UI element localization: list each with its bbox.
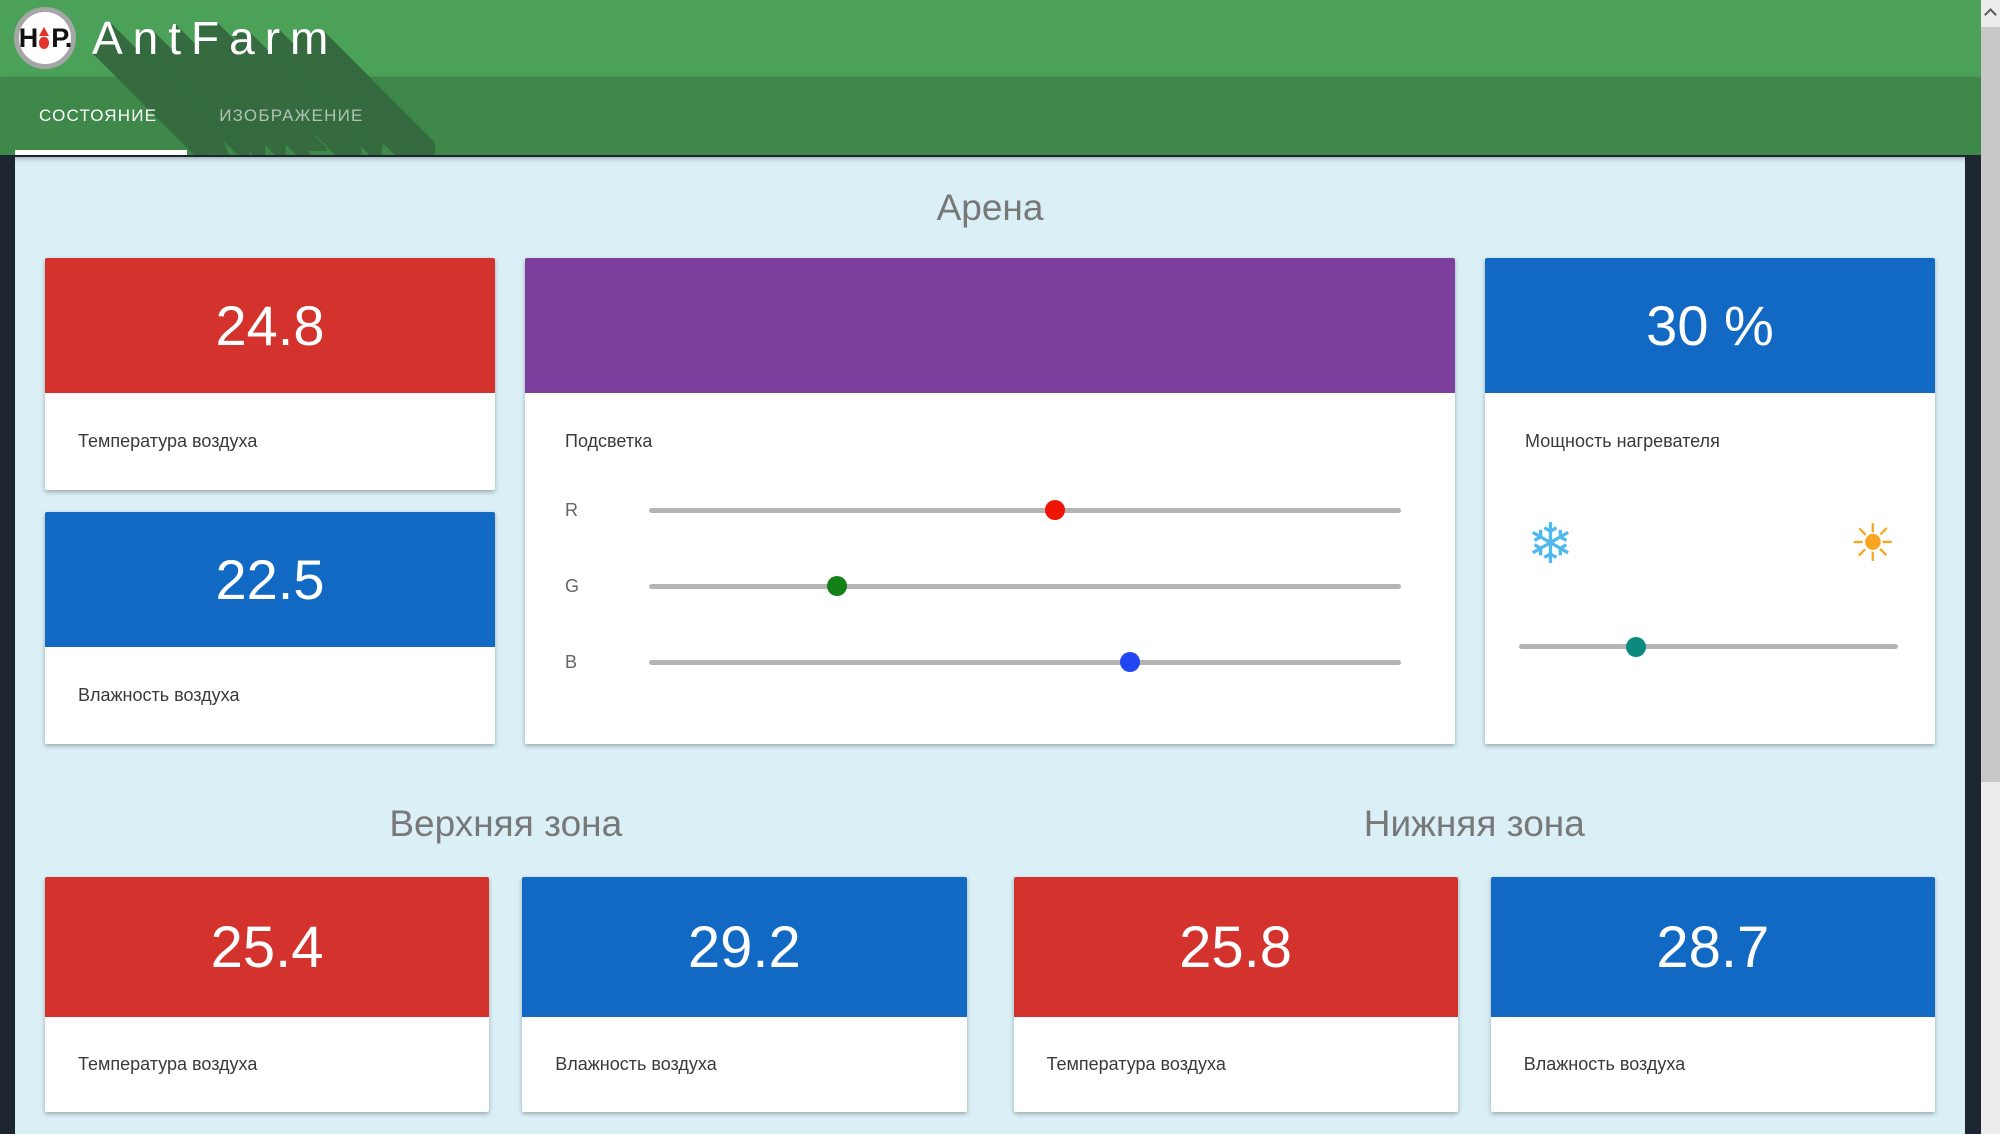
- heater-power-value: 30 %: [1485, 258, 1935, 393]
- upper-zone-temperature-value: 25.4: [45, 877, 490, 1017]
- scrollbar[interactable]: [1981, 0, 2000, 1134]
- heater-label: Мощность нагревателя: [1525, 431, 1720, 451]
- logo-monogram: H P.: [18, 22, 73, 54]
- app-logo: H P.: [14, 7, 76, 69]
- lower-zone-temperature-card: 25.8 Температура воздуха: [1013, 877, 1458, 1112]
- upper-zone-humidity-value: 29.2: [522, 877, 967, 1017]
- lower-zone-humidity-card: 28.7 Влажность воздуха: [1490, 877, 1935, 1112]
- upper-zone-title: Верхняя зона: [389, 803, 623, 844]
- lower-zone-cards: 25.8 Температура воздуха 28.7 Влажность …: [1013, 877, 1935, 1112]
- arena-air-humidity-label: Влажность воздуха: [78, 685, 240, 705]
- blue-slider-thumb[interactable]: [1120, 652, 1141, 672]
- lower-zone-temperature-label: Температура воздуха: [1046, 1054, 1226, 1074]
- backlight-color-preview: [525, 258, 1455, 393]
- arena-section-title: Арена: [936, 187, 1044, 228]
- heater-card: 30 % Мощность нагревателя ❄ ☀: [1485, 258, 1935, 744]
- slider-row-red: R: [565, 472, 1455, 548]
- blue-slider[interactable]: [649, 652, 1401, 672]
- sun-icon: ☀: [1849, 515, 1896, 573]
- app-title: AntFarm: [92, 12, 339, 64]
- upper-zone-humidity-label: Влажность воздуха: [555, 1054, 717, 1074]
- tab-image[interactable]: ИЗОБРАЖЕНИЕ: [219, 106, 364, 125]
- scrollbar-thumb[interactable]: [1981, 27, 2000, 782]
- lower-zone-title: Нижняя зона: [1363, 803, 1585, 844]
- green-slider-thumb[interactable]: [827, 576, 847, 596]
- top-chrome: H P. AntFarm СОСТОЯНИЕ ИЗОБРАЖЕНИЕ: [0, 0, 1981, 155]
- ant-icon: [39, 27, 50, 49]
- app-header: H P. AntFarm: [0, 0, 1981, 77]
- upper-zone-temperature-card: 25.4 Температура воздуха: [45, 877, 490, 1112]
- green-channel-label: G: [565, 575, 580, 596]
- arena-air-humidity-card: 22.5 Влажность воздуха: [45, 512, 495, 744]
- arena-air-temperature-label: Температура воздуха: [78, 431, 258, 451]
- tab-bar: СОСТОЯНИЕ ИЗОБРАЖЕНИЕ: [0, 77, 1981, 155]
- arena-air-temperature-card: 24.8 Температура воздуха: [45, 258, 495, 490]
- heater-power-slider[interactable]: [1519, 636, 1898, 657]
- heater-icons-row: ❄ ☀: [1525, 512, 1898, 576]
- red-slider-thumb[interactable]: [1045, 500, 1066, 520]
- logo-letter-h: H: [18, 22, 38, 53]
- chevron-up-icon: [1984, 8, 1997, 21]
- snowflake-icon: ❄: [1527, 512, 1574, 575]
- lower-zone-temperature-value: 25.8: [1013, 877, 1458, 1017]
- scrollbar-up-button[interactable]: [1981, 0, 2000, 27]
- green-slider[interactable]: [649, 576, 1401, 596]
- red-channel-label: R: [565, 499, 578, 520]
- upper-zone-cards: 25.4 Температура воздуха 29.2 Влажность …: [45, 877, 967, 1112]
- backlight-card: Подсветка R G B: [525, 258, 1455, 744]
- backlight-label: Подсветка: [565, 431, 653, 451]
- active-tab-indicator: [15, 150, 187, 155]
- red-slider[interactable]: [649, 500, 1401, 520]
- upper-zone-temperature-label: Температура воздуха: [78, 1054, 258, 1074]
- blue-channel-label: B: [565, 651, 578, 672]
- slider-row-blue: B: [565, 624, 1455, 700]
- arena-cards-row: 24.8 Температура воздуха 22.5 Влажность …: [45, 258, 1935, 744]
- page-background: Арена 24.8 Температура воздуха 22.5 Влаж…: [0, 155, 1981, 1134]
- upper-zone-humidity-card: 29.2 Влажность воздуха: [522, 877, 967, 1112]
- arena-air-humidity-value: 22.5: [45, 512, 495, 647]
- dashboard: Арена 24.8 Температура воздуха 22.5 Влаж…: [15, 157, 1965, 1134]
- lower-zone-humidity-value: 28.7: [1490, 877, 1935, 1017]
- heater-slider-thumb[interactable]: [1626, 636, 1647, 657]
- logo-letter-p: P.: [51, 22, 72, 53]
- slider-row-green: G: [565, 548, 1455, 624]
- tab-state[interactable]: СОСТОЯНИЕ: [39, 106, 158, 125]
- lower-zone-humidity-label: Влажность воздуха: [1523, 1054, 1686, 1074]
- arena-air-temperature-value: 24.8: [45, 258, 495, 393]
